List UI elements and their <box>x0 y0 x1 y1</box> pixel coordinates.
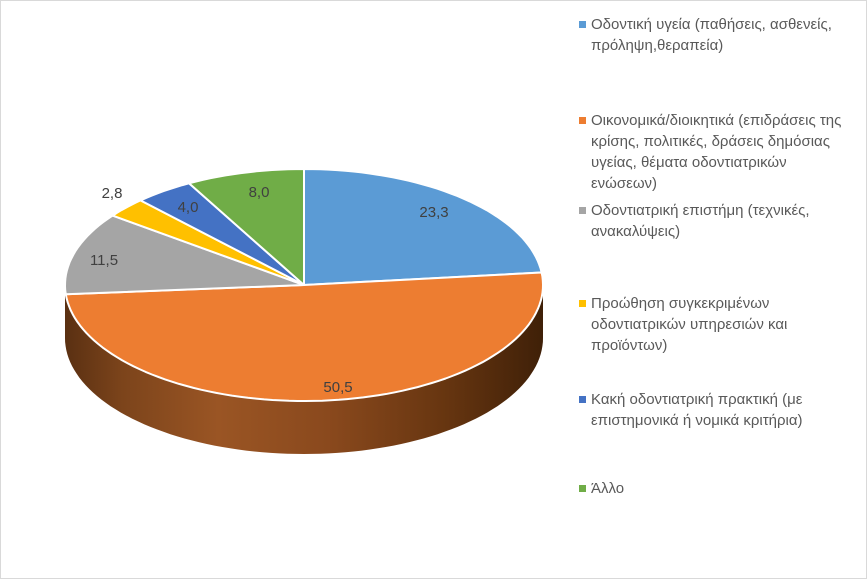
legend-swatch-icon <box>579 117 586 124</box>
pie-slice-2[interactable] <box>64 214 305 296</box>
legend-swatch-icon <box>579 207 586 214</box>
legend-item-0[interactable]: Οδοντική υγεία (παθήσεις, ασθενείς, πρόλ… <box>579 14 851 56</box>
legend-swatch-icon <box>579 21 586 28</box>
legend-label: Οικονομικά/διοικητικά (επιδράσεις της κρ… <box>591 112 842 192</box>
pie-slice-3[interactable] <box>111 199 305 286</box>
legend-item-4[interactable]: Κακή οδοντιατρική πρακτική (με επιστημον… <box>579 389 851 431</box>
legend-swatch-icon <box>579 396 586 403</box>
pie-slice-5[interactable] <box>188 168 305 286</box>
legend-swatch-icon <box>579 485 586 492</box>
legend-item-2[interactable]: Οδοντιατρική επιστήμη (τεχνικές, ανακαλύ… <box>579 200 851 242</box>
legend-label: Κακή οδοντιατρική πρακτική (με επιστημον… <box>591 391 803 429</box>
pie-slice-4[interactable] <box>139 182 305 286</box>
pie-slice-0[interactable] <box>303 168 543 286</box>
pie-slice-1[interactable] <box>64 271 544 402</box>
legend-item-1[interactable]: Οικονομικά/διοικητικά (επιδράσεις της κρ… <box>579 110 851 194</box>
legend-label: Προώθηση συγκεκριμένων οδοντιατρικών υπη… <box>591 295 788 354</box>
pie-3d-side <box>65 285 543 454</box>
legend-label: Άλλο <box>591 480 625 497</box>
data-label-1: 50,5 <box>323 379 352 396</box>
legend-label: Οδοντική υγεία (παθήσεις, ασθενείς, πρόλ… <box>591 16 832 54</box>
legend-item-5[interactable]: Άλλο <box>579 478 851 499</box>
data-label-0: 23,3 <box>419 204 448 221</box>
legend-label: Οδοντιατρική επιστήμη (τεχνικές, ανακαλύ… <box>591 202 810 240</box>
legend: Οδοντική υγεία (παθήσεις, ασθενείς, πρόλ… <box>579 1 859 578</box>
legend-item-3[interactable]: Προώθηση συγκεκριμένων οδοντιατρικών υπη… <box>579 293 851 356</box>
data-label-2: 11,5 <box>90 252 118 269</box>
legend-swatch-icon <box>579 300 586 307</box>
data-label-4: 4,0 <box>178 199 199 216</box>
data-label-3: 2,8 <box>102 185 123 202</box>
data-label-5: 8,0 <box>249 184 270 201</box>
